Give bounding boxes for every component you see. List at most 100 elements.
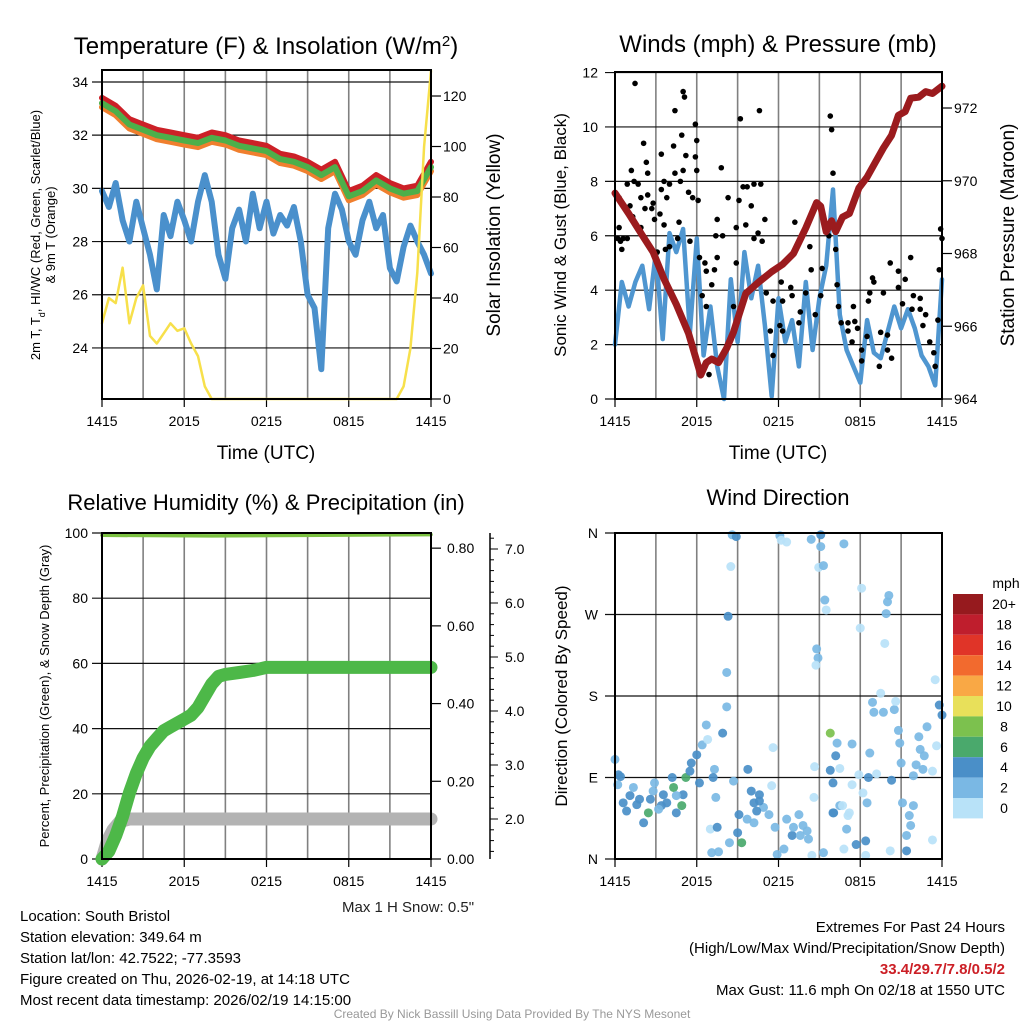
direction-point xyxy=(694,778,704,788)
legend-label: 4 xyxy=(1000,759,1008,775)
direction-point xyxy=(708,773,718,782)
gust-point xyxy=(817,292,824,299)
extremes-title: Extremes For Past 24 Hours xyxy=(815,919,1005,936)
legend-label: 6 xyxy=(1000,739,1008,755)
direction-point xyxy=(806,534,816,544)
direction-point xyxy=(669,782,679,792)
gust-point xyxy=(884,332,891,338)
legend-label: 20+ xyxy=(992,596,1016,612)
gust-point xyxy=(796,320,802,326)
y-tick-label: 0 xyxy=(80,851,88,867)
legend-swatch xyxy=(953,634,983,656)
x-tick-label: 0215 xyxy=(251,873,282,889)
gust-point xyxy=(743,222,749,228)
series-line-hi-wc xyxy=(99,100,434,200)
direction-point xyxy=(847,780,857,790)
chart-title: Winds (mph) & Pressure (mb) xyxy=(619,31,936,58)
direction-point xyxy=(816,530,826,540)
direction-point xyxy=(731,532,741,542)
x-tick-label: 1415 xyxy=(415,413,446,429)
legend-swatch xyxy=(953,655,983,676)
direction-point xyxy=(897,798,907,808)
gust-point xyxy=(819,265,825,272)
title-text-end: ) xyxy=(450,33,458,60)
gust-point xyxy=(642,205,648,212)
gust-point xyxy=(910,292,917,299)
gust-point xyxy=(744,184,750,190)
direction-point xyxy=(658,790,668,800)
legend-label: 2 xyxy=(1000,780,1008,796)
direction-point xyxy=(812,644,822,654)
plot-border xyxy=(101,69,432,400)
gust-point xyxy=(666,181,673,187)
direction-point xyxy=(723,611,733,621)
direction-point xyxy=(906,820,916,830)
gust-point xyxy=(849,339,855,345)
direction-point xyxy=(904,811,914,821)
y2-axis-label: Solar Insolation (Yellow) xyxy=(484,133,505,336)
y-tick-label: 60 xyxy=(72,655,88,671)
gust-point xyxy=(713,232,719,239)
y-tick-label: 2 xyxy=(590,337,598,353)
gust-point xyxy=(895,268,902,274)
gust-point xyxy=(733,260,740,266)
snow-tick-label: 5.0 xyxy=(505,649,525,665)
direction-point xyxy=(832,738,842,748)
gust-point xyxy=(755,230,761,236)
gust-point xyxy=(920,322,926,329)
direction-point xyxy=(880,638,890,648)
direction-point xyxy=(722,667,732,677)
series-line-9m-t xyxy=(99,104,434,204)
gust-point xyxy=(674,235,681,242)
direction-point xyxy=(667,773,677,782)
gust-point xyxy=(802,290,809,296)
y2-tick-label: 20 xyxy=(443,341,459,357)
y-tick-label: 80 xyxy=(72,590,88,606)
y-tick-label: 20 xyxy=(72,786,88,802)
y-tick-label: 12 xyxy=(582,65,598,81)
direction-point xyxy=(885,846,895,856)
chart-title: Relative Humidity (%) & Precipitation (i… xyxy=(67,490,464,515)
gust-point xyxy=(751,181,757,187)
y-tick-label: E xyxy=(589,770,598,786)
gust-point xyxy=(757,181,764,187)
x-tick-label: 0215 xyxy=(251,413,282,429)
direction-point xyxy=(922,722,932,732)
gust-point xyxy=(692,154,699,160)
direction-point xyxy=(703,734,713,744)
gust-point xyxy=(703,303,710,310)
legend-swatch xyxy=(953,696,983,717)
gust-point xyxy=(619,246,625,253)
direction-point xyxy=(825,765,835,775)
gust-point xyxy=(865,298,872,304)
direction-point xyxy=(787,830,797,840)
gust-point xyxy=(643,159,650,166)
gust-point xyxy=(877,329,884,336)
gust-point xyxy=(737,115,744,122)
gust-point xyxy=(909,306,915,313)
gust-point xyxy=(797,309,804,315)
gust-point xyxy=(917,295,923,302)
gust-point xyxy=(751,235,757,242)
x-tick-label: 1415 xyxy=(926,873,957,889)
direction-point xyxy=(847,739,857,749)
gust-point xyxy=(899,300,906,307)
x-tick-label: 2015 xyxy=(681,413,712,429)
gust-point xyxy=(763,290,770,296)
legend-label: 14 xyxy=(996,657,1012,673)
gust-point xyxy=(884,347,891,353)
gust-point xyxy=(858,358,865,364)
location-text: Location: South Bristol xyxy=(20,908,171,925)
gust-point xyxy=(917,306,923,313)
gust-point xyxy=(617,238,624,245)
direction-point xyxy=(887,775,897,785)
recent-timestamp-text: Most recent data timestamp: 2026/02/19 1… xyxy=(20,992,352,1009)
direction-point xyxy=(828,808,838,818)
gust-point xyxy=(685,189,692,196)
direction-point xyxy=(639,818,649,828)
gust-point xyxy=(719,232,726,239)
direction-point xyxy=(618,798,628,808)
gust-point xyxy=(864,333,870,340)
direction-point xyxy=(895,738,905,748)
legend-swatch xyxy=(953,675,983,696)
